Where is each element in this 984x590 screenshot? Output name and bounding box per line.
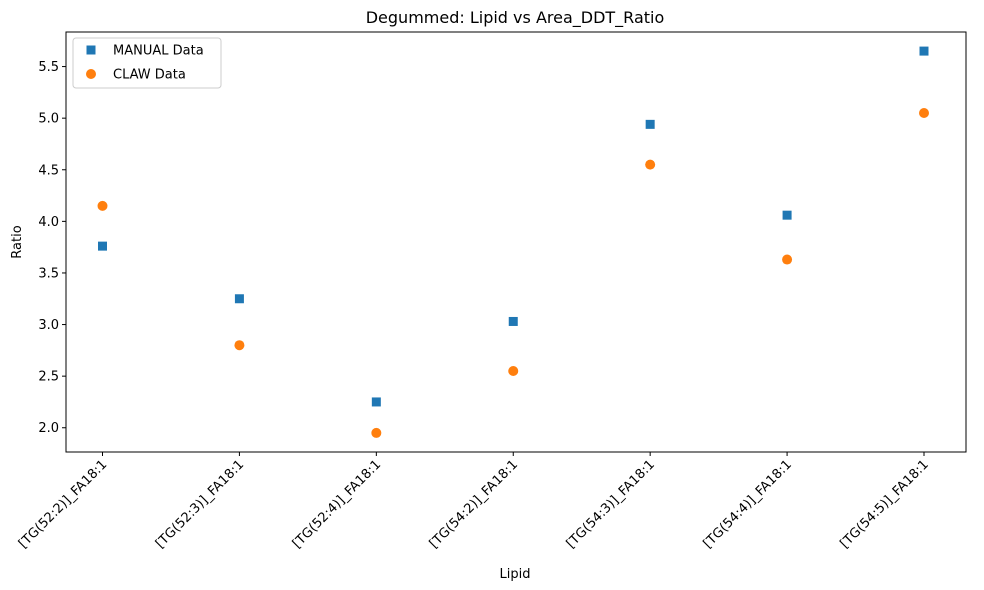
legend-square-marker (86, 45, 96, 55)
x-tick-label: [TG(54:3)]_FA18:1 (564, 457, 658, 551)
x-tick-label: [TG(54:2)]_FA18:1 (427, 457, 521, 551)
y-tick-label: 3.5 (38, 266, 59, 281)
claw-data-point (782, 254, 793, 265)
y-tick-label: 2.0 (38, 421, 59, 436)
claw-data-point (97, 200, 108, 211)
x-tick-label: [TG(54:5)]_FA18:1 (838, 457, 932, 551)
legend-box (72, 37, 222, 89)
data-points (97, 46, 929, 438)
chart-title: Degummed: Lipid vs Area_DDT_Ratio (366, 8, 665, 28)
x-tick-label: [TG(54:4)]_FA18:1 (701, 457, 795, 551)
claw-data-point (508, 365, 519, 376)
legend: MANUAL Data CLAW Data (72, 37, 222, 89)
claw-data-point (371, 427, 382, 438)
x-axis-ticks: [TG(52:2)]_FA18:1 [TG(52:3)]_FA18:1 [TG(52… (16, 452, 932, 552)
manual-data-point (371, 397, 381, 407)
legend-circle-marker (86, 69, 96, 79)
y-axis-label: Ratio (10, 225, 25, 258)
y-tick-label: 4.5 (38, 163, 59, 178)
legend-label: MANUAL Data (113, 44, 204, 59)
y-tick-label: 5.5 (38, 60, 59, 75)
manual-data-point (234, 294, 244, 304)
x-tick-label: [TG(52:3)]_FA18:1 (153, 457, 247, 551)
claw-data-point (234, 340, 245, 351)
claw-data-point (919, 108, 929, 119)
legend-label: CLAW Data (113, 68, 186, 83)
y-tick-label: 5.0 (38, 112, 59, 127)
manual-data-point (919, 46, 929, 56)
manual-data-point (508, 316, 518, 326)
manual-data-point (98, 241, 107, 251)
y-tick-label: 4.0 (38, 215, 59, 230)
x-tick-label: [TG(52:2)]_FA18:1 (16, 457, 110, 551)
y-axis-ticks: 2.0 2.5 3.0 3.5 4.0 4.5 5.0 5.5 (38, 60, 66, 436)
plot-frame (65, 31, 967, 453)
y-tick-label: 2.5 (38, 370, 59, 385)
manual-data-point (782, 210, 792, 220)
y-tick-label: 3.0 (38, 318, 59, 333)
manual-data-point (645, 119, 655, 129)
x-tick-label: [TG(52:4)]_FA18:1 (290, 457, 384, 551)
x-axis-label: Lipid (500, 567, 531, 582)
claw-data-point (645, 159, 656, 170)
